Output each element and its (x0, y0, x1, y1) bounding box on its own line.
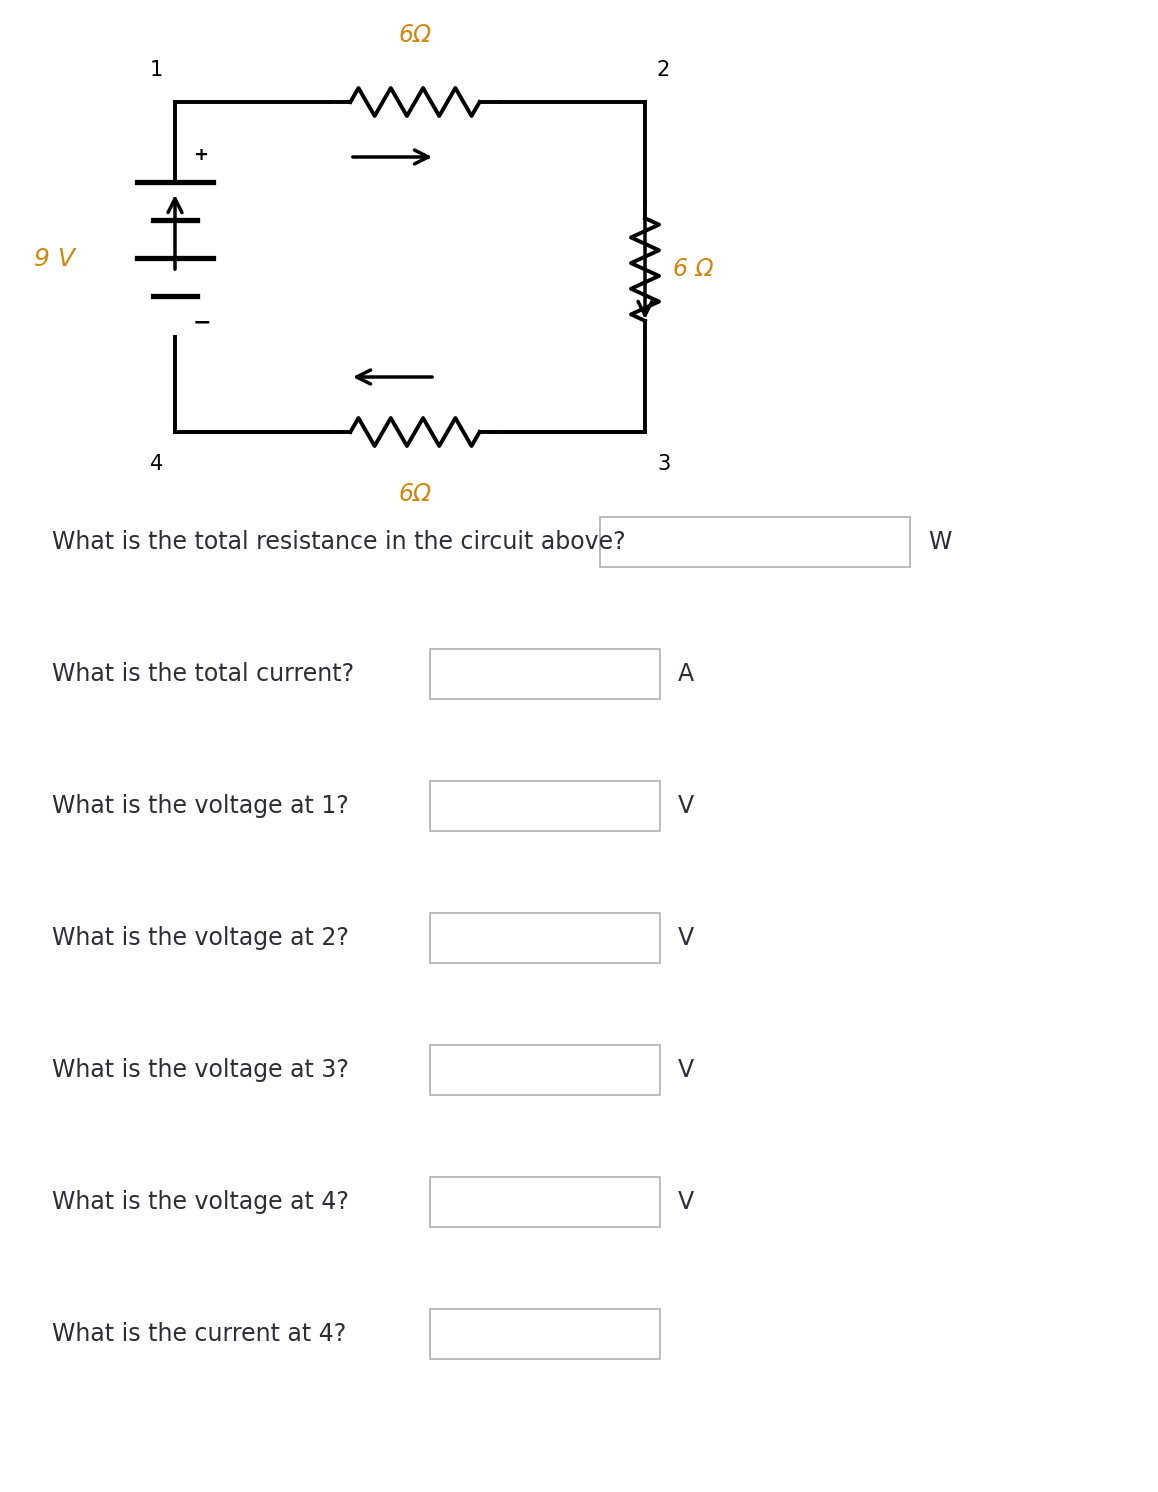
Text: What is the voltage at 2?: What is the voltage at 2? (52, 927, 349, 950)
Text: 9 V: 9 V (35, 248, 75, 272)
Text: V: V (677, 794, 694, 818)
FancyBboxPatch shape (430, 1308, 660, 1359)
Text: What is the total resistance in the circuit above?: What is the total resistance in the circ… (52, 530, 625, 554)
FancyBboxPatch shape (430, 1044, 660, 1095)
Text: 6Ω: 6Ω (398, 22, 432, 48)
Text: What is the voltage at 4?: What is the voltage at 4? (52, 1191, 349, 1214)
Text: +: + (193, 146, 208, 164)
FancyBboxPatch shape (430, 649, 660, 698)
Text: 1: 1 (149, 60, 163, 81)
FancyBboxPatch shape (430, 780, 660, 831)
Text: V: V (677, 927, 694, 950)
Text: 4: 4 (149, 454, 163, 474)
Text: V: V (677, 1191, 694, 1214)
Text: W: W (928, 530, 952, 554)
Text: 3: 3 (657, 454, 670, 474)
Text: V: V (677, 1058, 694, 1082)
FancyBboxPatch shape (430, 1177, 660, 1226)
Text: What is the current at 4?: What is the current at 4? (52, 1322, 346, 1346)
Text: What is the total current?: What is the total current? (52, 662, 354, 686)
Text: A: A (677, 662, 694, 686)
Text: What is the voltage at 3?: What is the voltage at 3? (52, 1058, 349, 1082)
FancyBboxPatch shape (430, 913, 660, 962)
Text: What is the voltage at 1?: What is the voltage at 1? (52, 794, 349, 818)
Text: 2: 2 (657, 60, 670, 81)
FancyBboxPatch shape (600, 518, 910, 567)
Text: 6Ω: 6Ω (398, 482, 432, 506)
Text: −: − (193, 312, 212, 333)
Text: 6 Ω: 6 Ω (673, 258, 713, 282)
